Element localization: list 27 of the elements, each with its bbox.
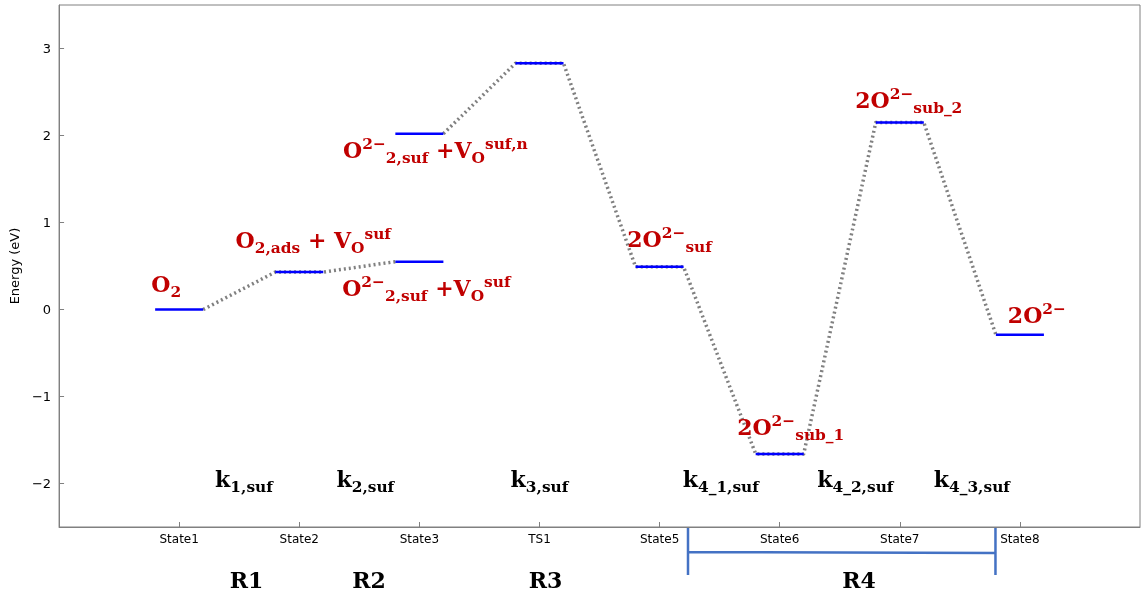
text: R2 xyxy=(352,567,386,593)
y-tick-label: −2 xyxy=(31,476,52,491)
x-tick-label: State2 xyxy=(279,532,319,546)
text: R3 xyxy=(528,567,563,593)
y-axis-title: Energy (eV) xyxy=(7,227,22,305)
text: R1 xyxy=(229,567,264,593)
y-tick-label: 3 xyxy=(42,41,52,56)
x-tick-label: TS1 xyxy=(527,532,551,546)
y-tick-label: 2 xyxy=(42,128,52,143)
annotation: k$_{4_2,suf}$ xyxy=(817,466,894,497)
x-tick-label: State7 xyxy=(880,532,920,546)
x-tick-label: State6 xyxy=(759,532,800,546)
annotation: k$_{2,suf}$ xyxy=(336,466,395,497)
annotation: k$_{4_3,suf}$ xyxy=(933,466,1010,497)
annotation: O$_{2}$ xyxy=(151,270,182,301)
text: R4 xyxy=(842,567,876,593)
annotation: k$_{3,suf}$ xyxy=(510,466,569,497)
annotation: k$_{1,suf}$ xyxy=(215,466,273,497)
annotation: k$_{4_1,suf}$ xyxy=(682,466,759,497)
x-tick-label: State8 xyxy=(1000,532,1040,546)
annotation: 2O$^{2−}$ xyxy=(1007,300,1066,328)
y-tick-label: −1 xyxy=(31,389,52,404)
x-tick-label: State3 xyxy=(399,532,440,546)
y-tick-label: 1 xyxy=(42,215,52,230)
x-tick-label: State5 xyxy=(639,532,680,546)
x-tick-label: State1 xyxy=(159,532,199,546)
y-tick-label: 0 xyxy=(42,302,52,317)
